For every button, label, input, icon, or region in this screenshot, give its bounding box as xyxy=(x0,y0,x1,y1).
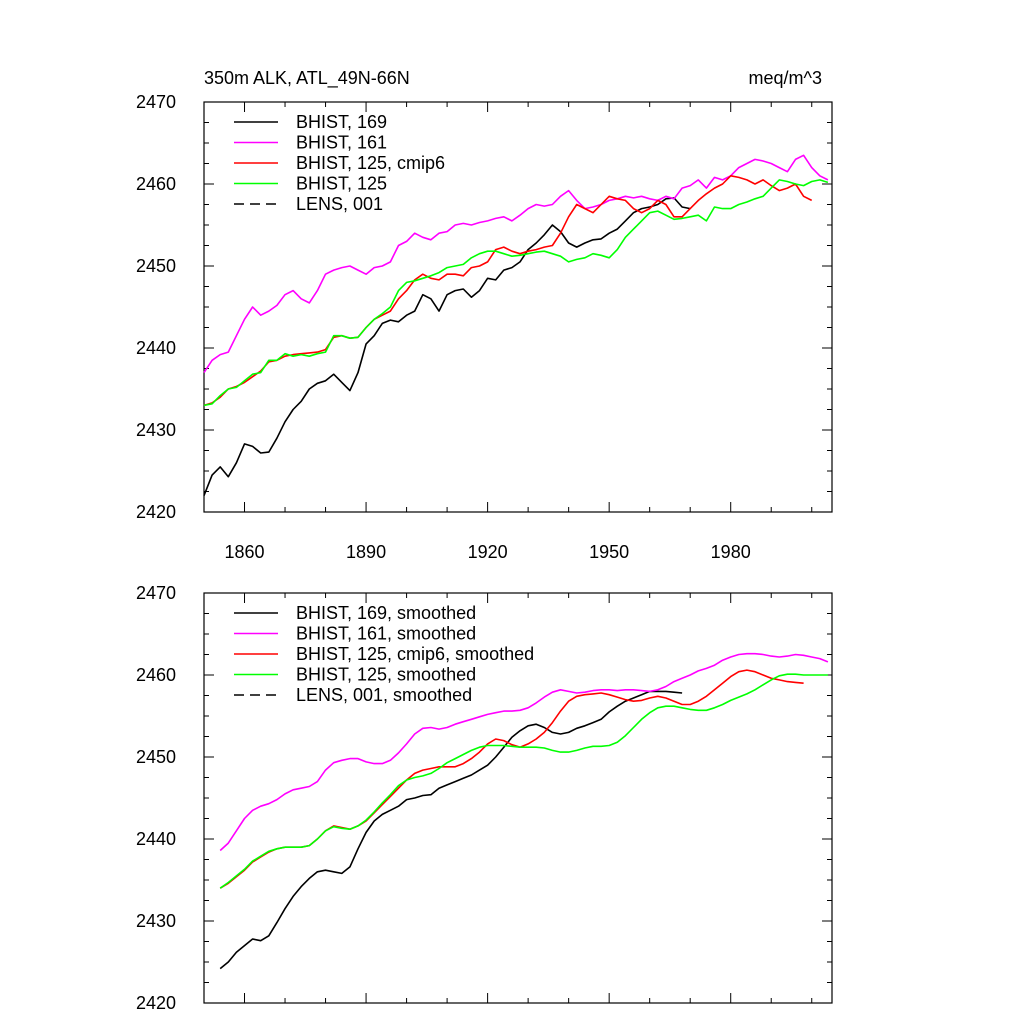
bottom-y-tick-label: 2450 xyxy=(136,747,176,767)
bottom-series-bhist-125-smoothed xyxy=(219,673,828,889)
top-series-bhist-161 xyxy=(203,154,829,374)
top-panel-title: 350m ALK, ATL_49N-66N xyxy=(204,68,410,89)
bottom-y-tick-label: 2440 xyxy=(136,829,176,849)
bottom-y-tick-label: 2420 xyxy=(136,993,176,1013)
top-panel-units: meq/m^3 xyxy=(749,68,822,88)
bottom-series-bhist-161-smoothed xyxy=(219,652,829,852)
top-series-bhist-169 xyxy=(203,197,691,496)
top-x-tick-label: 1980 xyxy=(711,542,751,562)
top-panel: 350m ALK, ATL_49N-66N meq/m^3 2420243024… xyxy=(136,68,833,562)
top-y-tick-label: 2450 xyxy=(136,256,176,276)
bottom-y-tick-label: 2470 xyxy=(136,583,176,603)
top-x-tick-label: 1890 xyxy=(346,542,386,562)
top-panel-axes: 2420 2430 2440 2450 2460 2470 1860 1890 1920 1950… xyxy=(136,92,833,562)
bottom-legend-label: BHIST, 125, cmip6, smoothed xyxy=(296,644,534,664)
top-y-tick-label: 2440 xyxy=(136,338,176,358)
bottom-series-bhist-169-smoothed xyxy=(219,690,683,970)
bottom-legend-label: BHIST, 169, smoothed xyxy=(296,603,476,623)
top-legend-label: BHIST, 125, cmip6 xyxy=(296,153,445,173)
top-x-tick-label: 1920 xyxy=(468,542,508,562)
top-y-tick-label: 2470 xyxy=(136,92,176,112)
bottom-y-tick-label: 2430 xyxy=(136,911,176,931)
top-y-tick-label: 2460 xyxy=(136,174,176,194)
top-panel-series xyxy=(203,154,829,496)
top-series-bhist-125 xyxy=(203,179,829,407)
top-legend-label: BHIST, 125 xyxy=(296,174,387,194)
bottom-panel-axes: 2420 2430 2440 2450 2460 2470 xyxy=(136,583,833,1013)
bottom-y-tick-label: 2460 xyxy=(136,665,176,685)
bottom-legend-label: LENS, 001, smoothed xyxy=(296,685,472,705)
top-series-bhist-125-cmip6 xyxy=(203,175,813,407)
top-legend-label: BHIST, 161 xyxy=(296,133,387,153)
top-y-tick-label: 2430 xyxy=(136,420,176,440)
top-legend-label: LENS, 001 xyxy=(296,194,383,214)
bottom-legend-label: BHIST, 125, smoothed xyxy=(296,665,476,685)
top-x-tick-label: 1860 xyxy=(224,542,264,562)
top-y-tick-label: 2420 xyxy=(136,502,176,522)
top-legend-label: BHIST, 169 xyxy=(296,112,387,132)
top-x-tick-label: 1950 xyxy=(589,542,629,562)
bottom-legend-label: BHIST, 161, smoothed xyxy=(296,624,476,644)
bottom-panel-series xyxy=(219,652,829,970)
bottom-panel: 2420 2430 2440 2450 2460 2470 BHIST, 169, smo… xyxy=(136,583,833,1013)
